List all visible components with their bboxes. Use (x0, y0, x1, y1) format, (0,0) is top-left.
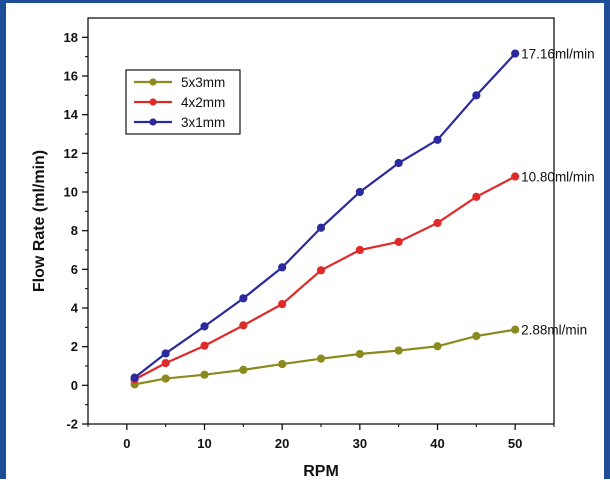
data-point (161, 359, 170, 368)
legend-item: 5x3mm (134, 75, 225, 90)
data-point (239, 294, 248, 303)
y-tick-label: 8 (71, 223, 78, 238)
end-value-label: 2.88ml/min (521, 323, 587, 338)
data-point (433, 342, 442, 351)
end-value-label: 17.16ml/min (521, 47, 595, 62)
x-tick-label: 50 (508, 436, 522, 451)
data-point (316, 223, 326, 232)
data-point (472, 331, 481, 341)
data-point (316, 354, 326, 363)
data-point (130, 373, 139, 382)
x-tick-label: 0 (123, 436, 130, 451)
data-point (161, 349, 170, 358)
data-point (511, 172, 520, 181)
data-point (433, 135, 442, 144)
data-point (239, 321, 248, 330)
y-tick-label: 0 (71, 378, 78, 393)
legend-marker (149, 118, 157, 126)
legend-marker (149, 98, 157, 106)
x-tick-label: 10 (197, 436, 211, 451)
series-line (134, 175, 516, 381)
data-point (200, 341, 209, 350)
data-point (472, 192, 481, 201)
series-4x2mm (130, 172, 520, 384)
series-line (134, 328, 516, 386)
data-point (472, 91, 481, 100)
y-tick-label: 12 (64, 146, 78, 161)
data-point (278, 300, 287, 309)
series-layer (130, 49, 520, 389)
legend-item: 3x1mm (134, 115, 225, 130)
y-tick-label: 4 (71, 301, 79, 316)
data-point (394, 158, 403, 168)
data-point (316, 266, 326, 275)
data-point (278, 263, 287, 272)
data-point (161, 374, 170, 383)
x-tick-label: 30 (353, 436, 367, 451)
data-point (394, 346, 403, 355)
legend-label: 3x1mm (181, 115, 225, 130)
data-point (394, 237, 403, 246)
series-5x3mm (130, 325, 520, 389)
data-point (511, 325, 520, 334)
x-axis-title: RPM (303, 463, 339, 480)
x-axis: 0 10 20 30 40 50 (87, 424, 555, 451)
y-axis-title: Flow Rate (ml/min) (31, 150, 48, 292)
y-tick-label: 10 (64, 185, 78, 200)
data-point (200, 370, 209, 379)
y-tick-label: -2 (66, 417, 78, 432)
data-point (355, 187, 364, 197)
data-point (433, 218, 442, 228)
series-3x1mm (130, 49, 520, 382)
data-point (239, 365, 248, 374)
x-tick-label: 20 (275, 436, 289, 451)
data-point (355, 245, 364, 255)
y-tick-label: 6 (71, 262, 78, 277)
data-point (278, 359, 287, 369)
legend-label: 4x2mm (181, 95, 225, 110)
y-tick-label: 16 (64, 69, 78, 84)
data-point (355, 349, 364, 359)
end-value-label: 10.80ml/min (521, 170, 595, 185)
y-tick-label: 14 (64, 107, 79, 122)
data-point (200, 322, 209, 331)
legend-item: 4x2mm (134, 95, 225, 110)
y-tick-label: 2 (71, 339, 78, 354)
legend: 5x3mm 4x2mm 3x1mm (125, 69, 241, 135)
y-tick-label: 18 (64, 30, 78, 45)
data-point (511, 49, 520, 58)
annotations: 17.16ml/min 10.80ml/min 2.88ml/min (521, 47, 595, 338)
flow-rate-chart: -2 0 2 4 6 8 10 12 14 16 18 0 10 20 30 40 50 17.16ml/mi… (31, 17, 595, 480)
legend-label: 5x3mm (181, 75, 225, 90)
x-tick-label: 40 (430, 436, 444, 451)
legend-marker (149, 78, 157, 86)
y-axis: -2 0 2 4 6 8 10 12 14 16 18 (64, 30, 88, 432)
